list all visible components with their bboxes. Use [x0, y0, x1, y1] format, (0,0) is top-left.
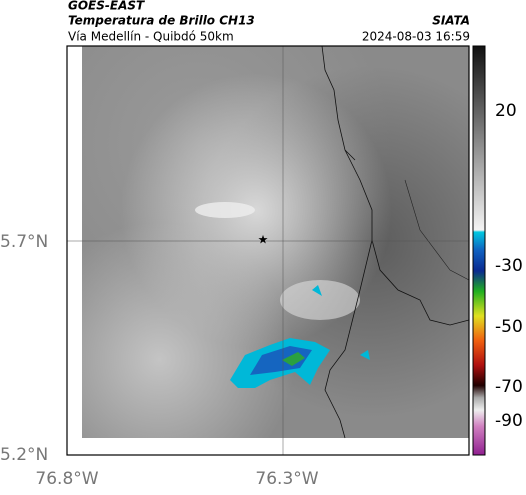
- lat-label: 5.7°N: [0, 232, 48, 252]
- colorbar: [472, 45, 486, 456]
- svg-text:★: ★: [258, 233, 269, 247]
- org: SIATA: [432, 14, 470, 28]
- source: GOES-EAST: [68, 0, 145, 13]
- subtitle: Vía Medellín - Quibdó 50km: [68, 30, 234, 44]
- colorbar-tick: -90: [495, 411, 523, 431]
- colorbar-tick: -70: [495, 377, 523, 397]
- colorbar-tick: 20: [495, 101, 517, 121]
- colorbar-tick: -30: [495, 256, 523, 276]
- title: Temperatura de Brillo CH13: [68, 14, 255, 28]
- lon-label: 76.8°W: [35, 469, 98, 489]
- lon-label: 76.3°W: [255, 469, 318, 489]
- lat-label: 5.2°N: [0, 445, 48, 465]
- map-frame: [66, 45, 470, 456]
- colorbar-tick: -50: [495, 317, 523, 337]
- datetime: 2024-08-03 16:59: [362, 30, 470, 44]
- satellite-image: ★: [67, 45, 470, 455]
- colorbar-ticks: 20 -30 -50 -70 -90: [495, 101, 523, 431]
